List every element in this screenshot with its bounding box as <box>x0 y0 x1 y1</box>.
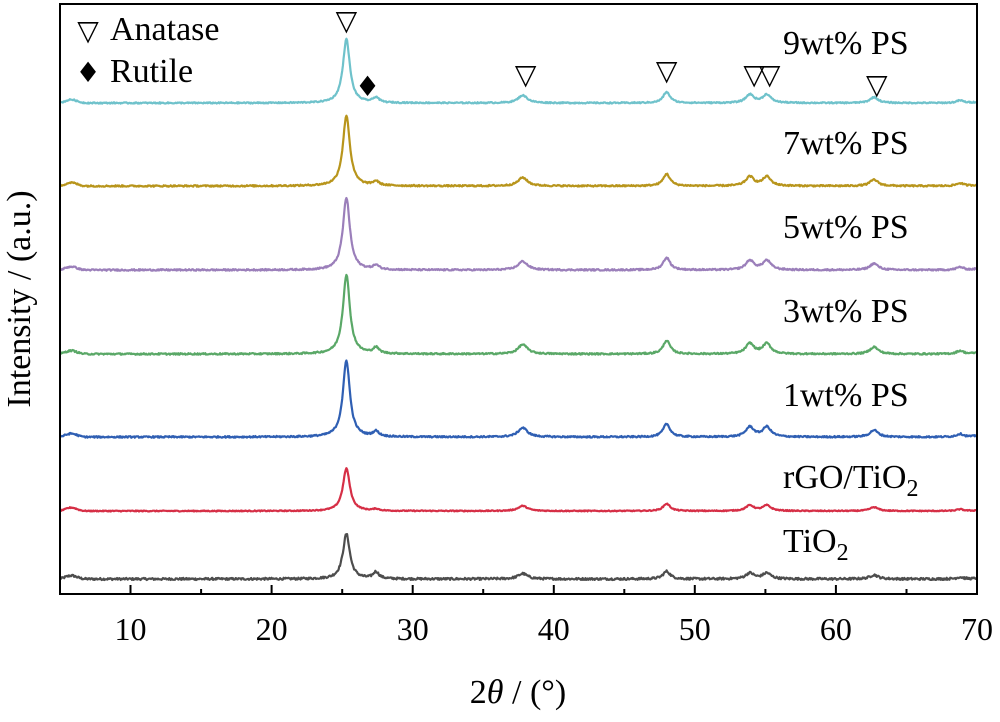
legend-anatase-label: Anatase <box>110 11 220 48</box>
x-tick-label: 10 <box>115 611 147 647</box>
peak-markers: ▽▽ ▽ ▽▽ ▽♦ <box>336 4 888 103</box>
anatase-marker-icon: ▽ <box>759 58 781 91</box>
anatase-marker-icon: ▽ <box>656 54 678 87</box>
series-label-6: 9wt% PS <box>783 25 909 62</box>
series-label-2: 1wt% PS <box>783 377 909 414</box>
series-line-4 <box>59 196 978 272</box>
legend-anatase-icon: ▽ <box>77 14 99 47</box>
legend-rutile-label: Rutile <box>110 53 193 90</box>
anatase-marker-icon: ▽ <box>743 58 765 91</box>
series-line-0 <box>59 532 979 582</box>
plot-frame <box>59 3 978 595</box>
legend-rutile-icon: ♦ <box>75 56 100 89</box>
anatase-marker-icon: ▽ <box>866 68 888 101</box>
axis-ticks: 10 20 30 40 50 60 70 <box>59 585 993 647</box>
x-tick-label: 60 <box>820 611 852 647</box>
series-label-3: 3wt% PS <box>783 293 909 330</box>
series-group <box>59 37 979 582</box>
x-tick-label: 70 <box>961 611 993 647</box>
series-line-2 <box>59 359 978 439</box>
rutile-marker-icon: ♦ <box>355 70 380 103</box>
x-axis-title: 2θ / (°) <box>470 674 566 711</box>
series-label-0: TiO2 <box>783 523 849 566</box>
series-line-3 <box>59 273 978 356</box>
anatase-marker-icon: ▽ <box>515 58 537 91</box>
series-label-5: 7wt% PS <box>783 125 909 162</box>
series-label-4: 5wt% PS <box>783 209 909 246</box>
x-axis-title-suffix: / (°) <box>504 674 567 711</box>
x-axis-title-var: θ <box>487 674 504 711</box>
x-tick-label: 40 <box>538 611 570 647</box>
series-labels: TiO2 rGO/TiO2 1wt% PS 3wt% PS 5wt% PS 7wt% PS… <box>783 25 918 566</box>
series-label-1: rGO/TiO2 <box>783 459 918 502</box>
x-tick-label: 20 <box>256 611 288 647</box>
x-tick-label: 50 <box>679 611 711 647</box>
series-line-6 <box>59 37 978 105</box>
anatase-marker-icon: ▽ <box>336 4 358 37</box>
y-axis-title: Intensity / (a.u.) <box>1 190 38 407</box>
legend: ▽ Anatase ♦ Rutile <box>75 11 219 90</box>
series-line-5 <box>59 114 978 188</box>
x-tick-label: 30 <box>397 611 429 647</box>
x-axis-title-prefix: 2 <box>470 674 487 711</box>
series-line-1 <box>59 467 978 513</box>
